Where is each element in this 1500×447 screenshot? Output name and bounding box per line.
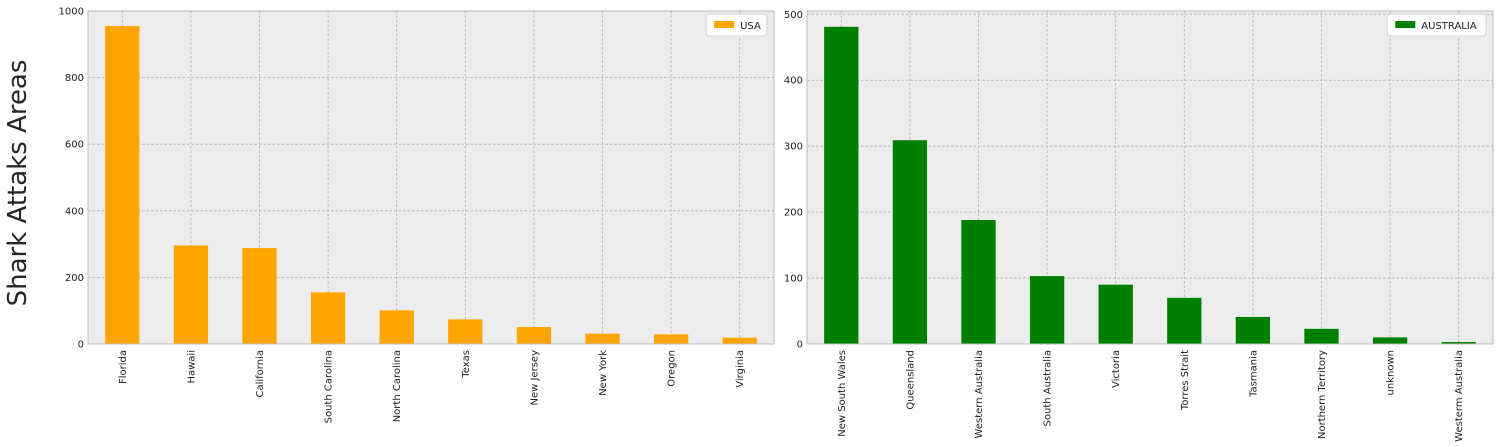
legend-label: AUSTRALIA bbox=[1421, 21, 1477, 32]
bar-victoria bbox=[1098, 284, 1133, 344]
bar-south-carolina bbox=[310, 292, 346, 344]
bar-florida bbox=[105, 25, 140, 345]
x-tick-label-western-australia: Western Australia bbox=[974, 350, 985, 438]
x-tick-label-oregon: Oregon bbox=[667, 350, 678, 387]
x-tick-label-south-carolina: South Carolina bbox=[324, 350, 335, 423]
x-tick-label-south-australia: South Australia bbox=[1043, 350, 1054, 426]
bar-new-jersey bbox=[516, 327, 552, 344]
axes-frame bbox=[806, 10, 1494, 345]
x-tick-label-north-carolina: North Carolina bbox=[392, 350, 403, 422]
bar-queensland bbox=[892, 140, 928, 344]
bar-south-australia bbox=[1029, 276, 1065, 344]
legend: AUSTRALIA bbox=[1386, 13, 1487, 37]
bar-northern-territory bbox=[1304, 328, 1339, 344]
y-tick-label: 100 bbox=[784, 274, 803, 285]
bar-texas bbox=[448, 319, 483, 344]
x-tick-label-virginia: Virginia bbox=[735, 350, 746, 388]
y-tick-label: 1000 bbox=[59, 7, 84, 18]
x-tick-label-unknown: unknown bbox=[1386, 350, 1397, 395]
y-tick-label: 400 bbox=[784, 76, 803, 87]
x-tick-label-torres-strait: Torres Strait bbox=[1180, 350, 1191, 411]
x-tick-label-new-jersey: New Jersey bbox=[529, 350, 540, 406]
x-tick-label-westerm-australia: Westerm Australia bbox=[1454, 350, 1465, 442]
y-tick-label: 500 bbox=[784, 10, 803, 21]
bar-tasmania bbox=[1235, 316, 1271, 344]
legend-swatch bbox=[1395, 21, 1416, 28]
australia-chart: 0 100 200 300 400 500 New South Wales Queenslan… bbox=[784, 10, 1494, 442]
legend-swatch bbox=[714, 21, 735, 28]
bar-virginia bbox=[722, 337, 757, 344]
x-tick-label-california: California bbox=[255, 350, 266, 398]
x-tick-label-texas: Texas bbox=[461, 350, 472, 379]
x-tick-label-new-york: New York bbox=[598, 350, 609, 396]
bar-torres-strait bbox=[1167, 297, 1202, 344]
y-tick-label: 200 bbox=[65, 273, 84, 284]
legend-box bbox=[705, 13, 768, 37]
y-tick-label: 200 bbox=[784, 208, 803, 219]
bar-oregon bbox=[653, 334, 689, 344]
x-tick-label-northern-territory: Northern Territory bbox=[1317, 350, 1328, 439]
bar-new-south-wales bbox=[824, 26, 859, 344]
y-tick-label: 0 bbox=[78, 340, 84, 351]
bar-california bbox=[242, 248, 277, 344]
x-tick-label-queensland: Queensland bbox=[905, 350, 916, 410]
y-tick-label: 400 bbox=[65, 206, 84, 217]
y-tick-label: 800 bbox=[65, 73, 84, 84]
x-tick-label-florida: Florida bbox=[118, 350, 129, 384]
figure-ylabel: Shark Attaks Areas bbox=[3, 60, 33, 307]
usa-chart: 0 200 400 600 800 1000 Florida Hawaii California… bbox=[59, 7, 775, 423]
x-tick-label-new-south-wales: New South Wales bbox=[837, 350, 848, 437]
y-tick-label: 0 bbox=[797, 340, 803, 351]
x-tick-label-hawaii: Hawaii bbox=[186, 350, 197, 384]
y-tick-label: 300 bbox=[784, 142, 803, 153]
axes-frame bbox=[87, 10, 775, 345]
legend-box bbox=[1386, 13, 1487, 37]
x-tick-label-tasmania: Tasmania bbox=[1248, 350, 1259, 398]
bar-westerm-australia bbox=[1441, 342, 1476, 344]
legend-label: USA bbox=[740, 21, 761, 32]
bar-new-york bbox=[585, 333, 620, 344]
legend: USA bbox=[705, 13, 768, 37]
bar-unknown bbox=[1372, 337, 1408, 344]
y-tick-label: 600 bbox=[65, 140, 84, 151]
bar-hawaii bbox=[173, 245, 209, 344]
bar-north-carolina bbox=[379, 310, 414, 344]
bar-western-australia bbox=[961, 220, 996, 344]
x-tick-label-victoria: Victoria bbox=[1111, 350, 1122, 388]
